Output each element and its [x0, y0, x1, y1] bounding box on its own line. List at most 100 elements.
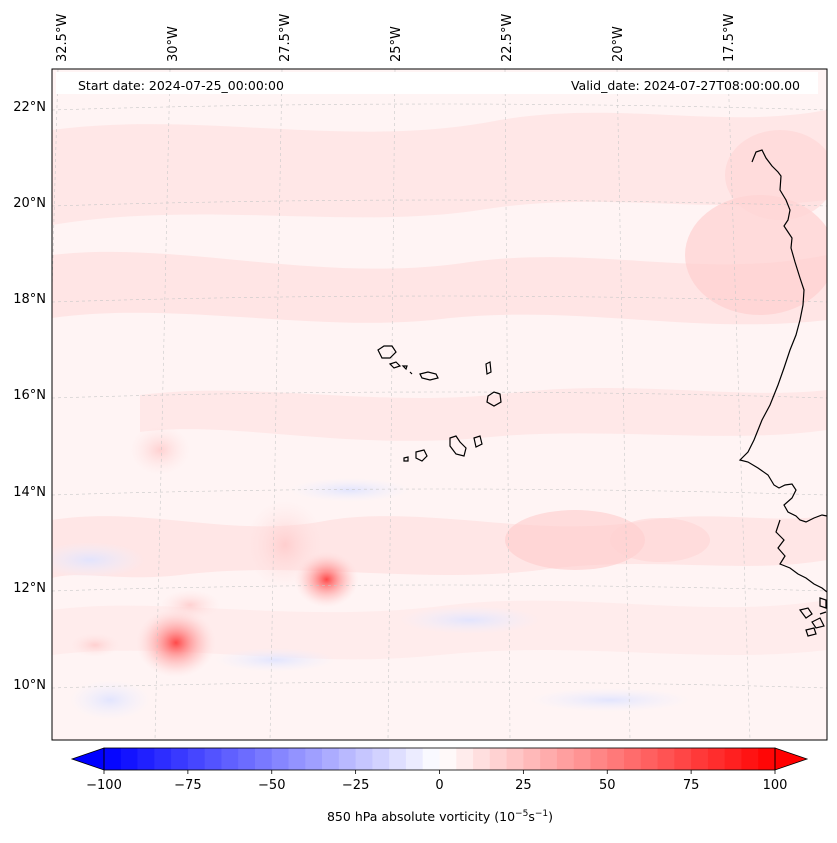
cape-verde-santiago [449, 435, 467, 457]
vorticity-field [52, 69, 827, 740]
colorbar-swatch [389, 748, 407, 770]
cape-verde-sao-nicolau [409, 371, 439, 381]
coastlines [377, 149, 827, 637]
colorbar-swatch [355, 748, 373, 770]
colorbar-swatch [657, 748, 675, 770]
colorbar-swatch [322, 748, 340, 770]
africa-coastline-south [775, 519, 827, 593]
colorbar-swatch [439, 748, 457, 770]
colorbar-max-extend [774, 747, 809, 771]
lat-label-10n: 10°N [13, 678, 46, 693]
colorbar-tick-label: 50 [599, 778, 616, 793]
cape-verde-boa-vista [486, 391, 502, 407]
header-band [56, 72, 818, 94]
colorbar-swatch [624, 748, 642, 770]
colorbar-swatch [758, 748, 776, 770]
colorbar-tick-label: 25 [515, 778, 532, 793]
colorbar-tick-label: −75 [174, 778, 201, 793]
lat-label-18n: 18°N [13, 292, 46, 307]
vorticity-maxima [136, 551, 359, 678]
colorbar-swatch [674, 748, 692, 770]
africa-coastline [738, 149, 827, 523]
gridline-22-5w [504, 69, 511, 740]
colorbar-swatch [104, 748, 122, 770]
cape-verde-sal [485, 361, 492, 375]
colorbar-tick-label: 75 [683, 778, 700, 793]
colorbar-swatch [422, 748, 440, 770]
cape-verde-brava [403, 456, 409, 462]
colorbar-min-extend [70, 747, 105, 771]
lon-label-17-5w: 17.5°W [722, 14, 737, 62]
colorbar-swatch [338, 748, 357, 770]
colorbar-swatch [556, 748, 575, 770]
colorbar-tick-label: 100 [763, 778, 788, 793]
colorbar-swatch [238, 748, 256, 770]
gridline-14n [52, 488, 827, 496]
colorbar-swatch [305, 748, 323, 770]
lat-label-22n: 22°N [13, 100, 46, 115]
colorbar-swatch [456, 748, 474, 770]
start-date-label: Start date: 2024-07-25_00:00:00 [78, 78, 284, 93]
lat-label-14n: 14°N [13, 485, 46, 500]
lon-label-32-5w: 32.5°W [55, 14, 70, 62]
gridline-25w [387, 69, 396, 740]
lat-label-16n: 16°N [13, 388, 46, 403]
colorbar-swatch [607, 748, 625, 770]
gridline-12n [52, 584, 827, 592]
gridline-20w [616, 69, 631, 740]
gridline-20n [52, 199, 827, 207]
colorbar-swatch [271, 748, 289, 770]
colorbar-swatch [741, 748, 759, 770]
colorbar-swatch [204, 748, 222, 770]
colorbar-swatches [104, 748, 776, 770]
colorbar-swatch [640, 748, 658, 770]
colorbar-swatch [473, 748, 491, 770]
colorbar-ticks: −100 −75 −50 −25 0 25 50 75 100 [86, 770, 787, 793]
lon-label-25w: 25°W [389, 26, 404, 62]
colorbar-swatch [137, 748, 155, 770]
gridline-10n [52, 681, 827, 689]
colorbar-swatch [691, 748, 709, 770]
map-gridlines [52, 69, 827, 740]
latitude-labels: 22°N 20°N 18°N 16°N 14°N 12°N 10°N [13, 100, 46, 693]
vorticity-max-disturbance-west [136, 608, 216, 678]
cape-verde-santo-antao [377, 345, 397, 359]
colorbar-swatch [187, 748, 206, 770]
map-frame [51, 68, 828, 741]
colorbar: −100 −75 −50 −25 0 25 50 75 100 850 hPa absolute… [70, 747, 809, 824]
colorbar-tick-label: 0 [435, 778, 443, 793]
colorbar-label: 850 hPa absolute vorticity (10−5s−1) [327, 809, 553, 824]
vorticity-max-disturbance-central [294, 551, 359, 608]
gridline-17-5w [727, 69, 751, 740]
cape-verde-maio [473, 435, 483, 448]
bissagos-islands [798, 597, 827, 637]
lat-label-20n: 20°N [13, 196, 46, 211]
colorbar-swatch [573, 748, 591, 770]
colorbar-swatch [254, 748, 273, 770]
valid-date-label: Valid_date: 2024-07-27T08:00:00.00 [571, 78, 800, 93]
longitude-labels: 32.5°W 30°W 27.5°W 25°W 22.5°W 20°W 17.5… [55, 14, 737, 62]
colorbar-swatch [707, 748, 726, 770]
gridline-22n [52, 103, 827, 111]
colorbar-swatch [221, 748, 239, 770]
colorbar-swatch [590, 748, 608, 770]
lon-label-30w: 30°W [166, 26, 181, 62]
gridline-18n [52, 295, 827, 303]
colorbar-swatch [489, 748, 507, 770]
colorbar-swatch [120, 748, 138, 770]
colorbar-swatch [724, 748, 742, 770]
colorbar-tick-label: −25 [342, 778, 369, 793]
colorbar-swatch [540, 748, 558, 770]
lon-label-22-5w: 22.5°W [500, 14, 515, 62]
colorbar-swatch [171, 748, 189, 770]
colorbar-swatch [506, 748, 524, 770]
gridline-27-5w [269, 69, 283, 740]
colorbar-swatch [405, 748, 424, 770]
colorbar-swatch [288, 748, 306, 770]
colorbar-swatch [154, 748, 172, 770]
lon-label-27-5w: 27.5°W [278, 14, 293, 62]
cape-verde-sao-vicente [388, 361, 402, 369]
lon-label-20w: 20°W [611, 26, 626, 62]
